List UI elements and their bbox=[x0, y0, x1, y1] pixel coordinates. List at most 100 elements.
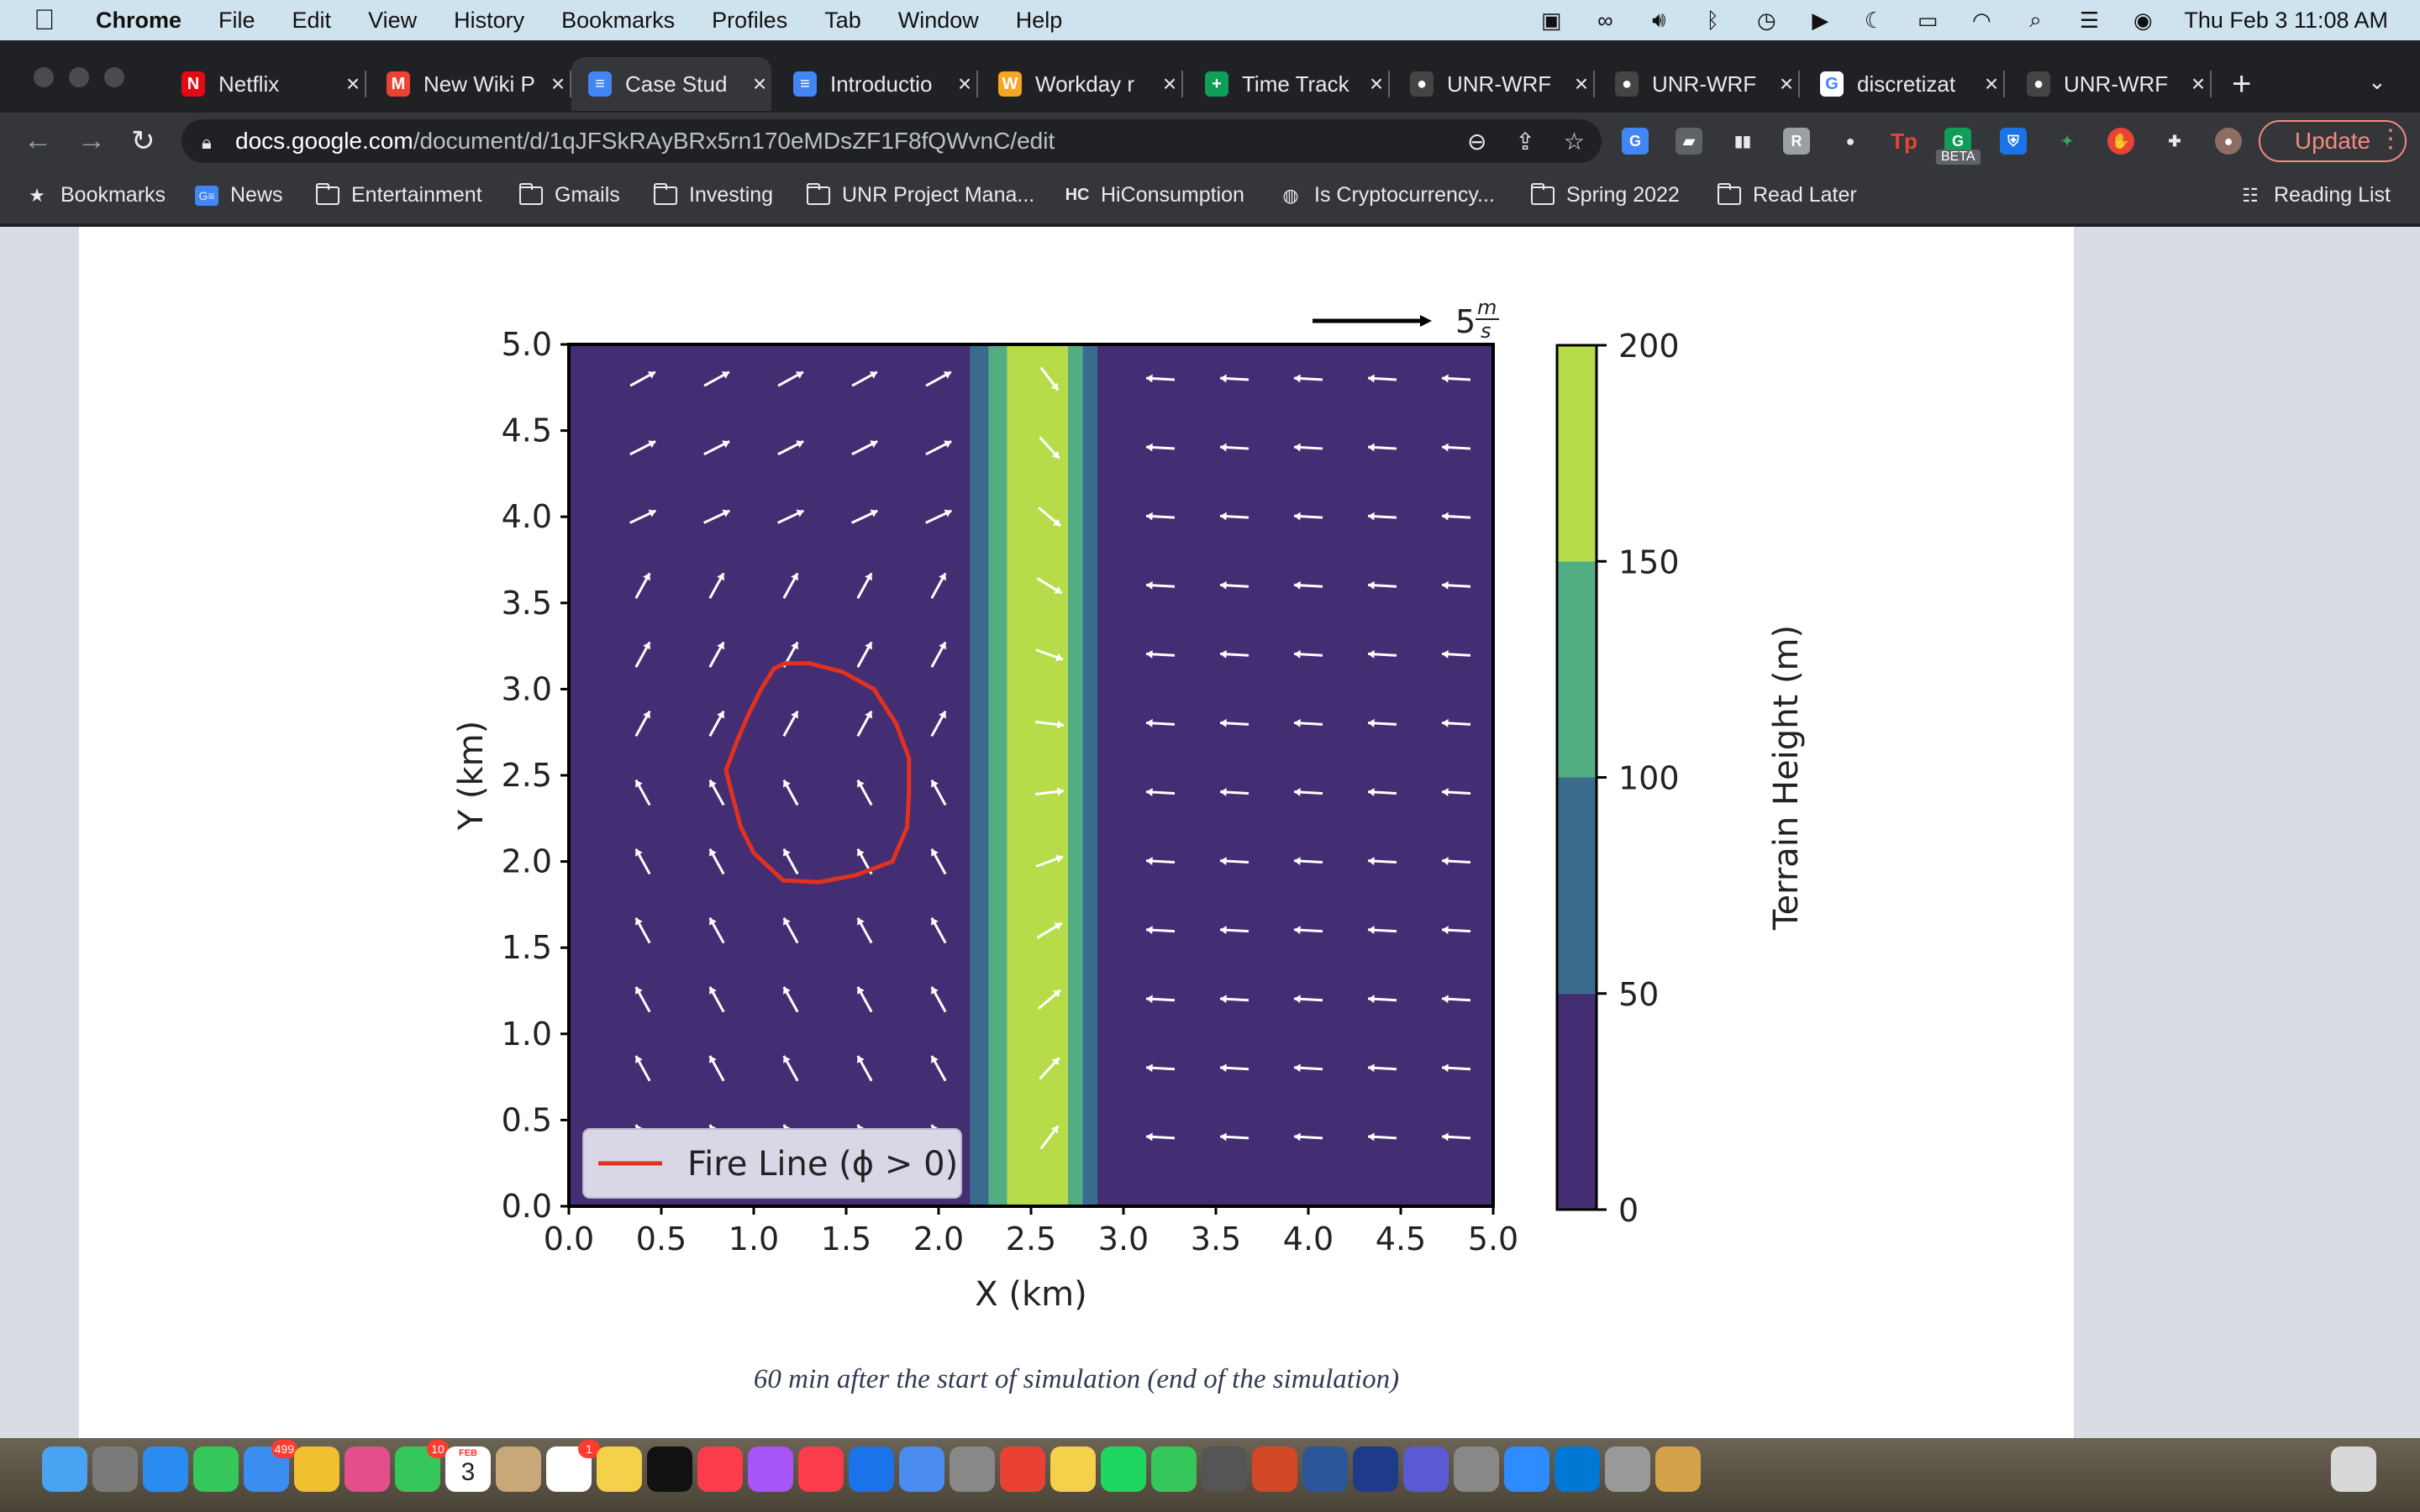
bookmark-item[interactable]: Entertainment bbox=[316, 182, 482, 207]
apple-tv-icon[interactable] bbox=[647, 1446, 692, 1492]
extension-icon[interactable]: ● bbox=[1837, 128, 1864, 155]
bookmark-item[interactable]: UNR Project Mana... bbox=[807, 182, 1034, 207]
numbers-icon[interactable] bbox=[899, 1446, 944, 1492]
lock-icon[interactable]: 🔒︎ bbox=[202, 132, 212, 153]
browser-tab[interactable]: ● UNR-WRF × bbox=[1598, 57, 1800, 111]
address-bar[interactable]: 🔒︎ docs.google.com/document/d/1qJFSkRAyB… bbox=[182, 119, 1602, 163]
spotify-icon[interactable] bbox=[1202, 1446, 1247, 1492]
pages-icon[interactable] bbox=[950, 1446, 995, 1492]
teams-icon[interactable] bbox=[1504, 1446, 1549, 1492]
browser-tab[interactable]: W Workday r × bbox=[981, 57, 1183, 111]
browser-tab[interactable]: N Netflix × bbox=[165, 57, 366, 111]
close-tab-icon[interactable]: × bbox=[2191, 71, 2206, 97]
menu-file[interactable]: File bbox=[218, 7, 255, 33]
wifi-icon[interactable]: ◠ bbox=[1972, 7, 1991, 33]
browser-tab[interactable]: ≡ Case Stud × bbox=[571, 57, 771, 111]
more-vertical-icon[interactable]: ⋮ bbox=[2378, 125, 2403, 153]
safari-tech-icon[interactable] bbox=[1252, 1446, 1297, 1492]
tab-search-chevron-icon[interactable]: ⌄ bbox=[2368, 69, 2386, 94]
menu-window[interactable]: Window bbox=[897, 7, 979, 33]
forward-arrow-icon[interactable]: → bbox=[77, 124, 106, 156]
launchpad-icon[interactable] bbox=[92, 1446, 138, 1492]
share-icon[interactable]: ⇪ bbox=[1515, 129, 1535, 155]
apple-icon[interactable]:  bbox=[34, 0, 62, 40]
chrome-icon[interactable] bbox=[1101, 1446, 1146, 1492]
bluetooth-icon[interactable]: ᛒ bbox=[1706, 7, 1720, 33]
volume-icon[interactable]: 🔊︎ bbox=[1652, 7, 1666, 32]
browser-tab[interactable]: + Time Track × bbox=[1188, 57, 1390, 111]
safari-icon[interactable] bbox=[143, 1446, 188, 1492]
extension-icon[interactable]: R bbox=[1783, 128, 1810, 155]
bookmark-item[interactable]: Read Later bbox=[1718, 182, 1857, 207]
close-tab-icon[interactable]: × bbox=[1779, 71, 1794, 97]
close-tab-icon[interactable]: × bbox=[1574, 71, 1589, 97]
podcasts-icon[interactable] bbox=[748, 1446, 793, 1492]
notes-icon[interactable] bbox=[597, 1446, 642, 1492]
moon-icon[interactable]: ☾ bbox=[1864, 7, 1884, 33]
bookmark-item[interactable]: Gmails bbox=[519, 182, 620, 207]
tp-extension-icon[interactable]: Tp bbox=[1891, 128, 1918, 155]
bitwarden-extension-icon[interactable]: ⛨ bbox=[2000, 128, 2027, 155]
browser-tab[interactable]: M New Wiki P × bbox=[370, 57, 571, 111]
bookmark-item[interactable]: G≡ News bbox=[195, 183, 283, 207]
puzzle-extensions-icon[interactable]: ✚ bbox=[2161, 128, 2188, 155]
contacts-icon[interactable] bbox=[496, 1446, 541, 1492]
close-tab-icon[interactable]: × bbox=[957, 71, 972, 97]
extension-icon[interactable]: ▮▮ bbox=[1729, 128, 1756, 155]
minimize-window-button[interactable] bbox=[69, 67, 89, 87]
play-icon[interactable]: ▶ bbox=[1812, 7, 1829, 33]
bookmark-item[interactable]: HC HiConsumption bbox=[1065, 183, 1244, 207]
calendar-icon[interactable]: FEB 3 bbox=[445, 1446, 491, 1492]
close-tab-icon[interactable]: × bbox=[345, 71, 360, 97]
control-center-icon[interactable]: ☰ bbox=[2079, 7, 2099, 33]
camera-icon[interactable]: ▣ bbox=[1541, 7, 1562, 33]
zoom-icon[interactable]: ⊖ bbox=[1466, 129, 1487, 155]
finder-icon[interactable] bbox=[42, 1446, 87, 1492]
document-canvas[interactable]: 0.0 0.5 1.0 1.5 2.0 2.5 3.0 3.5 4.0 4.5 5.0 0.0 0.5 1… bbox=[0, 227, 2420, 1512]
extension-icon[interactable]: ✦ bbox=[2054, 128, 2081, 155]
bookmark-item[interactable]: Spring 2022 bbox=[1531, 182, 1680, 207]
wave-icon[interactable]: ∞ bbox=[1597, 7, 1613, 33]
menu-clock[interactable]: Thu Feb 3 11:08 AM bbox=[2184, 7, 2388, 33]
back-arrow-icon[interactable]: ← bbox=[24, 124, 52, 156]
browser-tab[interactable]: ● UNR-WRF × bbox=[1393, 57, 1595, 111]
outlook-icon[interactable] bbox=[1655, 1446, 1701, 1492]
music-icon[interactable] bbox=[697, 1446, 743, 1492]
menu-view[interactable]: View bbox=[368, 7, 418, 33]
zoom-window-button[interactable] bbox=[104, 67, 124, 87]
reload-icon[interactable]: ↻ bbox=[131, 125, 155, 157]
maps-icon[interactable] bbox=[294, 1446, 339, 1492]
word-icon[interactable] bbox=[1403, 1446, 1449, 1492]
powerpoint-icon[interactable] bbox=[1353, 1446, 1398, 1492]
menu-help[interactable]: Help bbox=[1015, 7, 1063, 33]
system-preferences-icon[interactable] bbox=[1050, 1446, 1096, 1492]
bookmark-item[interactable]: Investing bbox=[654, 182, 773, 207]
google-translate-extension-icon[interactable]: G bbox=[1622, 128, 1649, 155]
profile-avatar[interactable]: ● bbox=[2215, 128, 2242, 155]
bookmark-item[interactable]: ★ Bookmarks bbox=[25, 183, 166, 207]
preview-icon[interactable] bbox=[1555, 1446, 1600, 1492]
url-text[interactable]: docs.google.com/document/d/1qJFSkRAyBRx5… bbox=[235, 128, 1055, 154]
trash-icon[interactable] bbox=[2331, 1446, 2376, 1492]
bookmark-item[interactable]: ◍ Is Cryptocurrency... bbox=[1279, 183, 1494, 207]
browser-tab[interactable]: ≡ Introductio × bbox=[776, 57, 978, 111]
mail-icon[interactable]: 499 bbox=[244, 1440, 297, 1492]
battery-icon[interactable]: ▭ bbox=[1918, 7, 1939, 33]
photos-icon[interactable] bbox=[345, 1446, 390, 1492]
stickies-icon[interactable] bbox=[1151, 1446, 1197, 1492]
wolfram-icon[interactable] bbox=[1454, 1446, 1499, 1492]
bookmark-star-icon[interactable]: ☆ bbox=[1563, 129, 1585, 155]
new-tab-button[interactable]: + bbox=[2232, 66, 2252, 102]
news-icon[interactable] bbox=[798, 1446, 844, 1492]
menu-profiles[interactable]: Profiles bbox=[712, 7, 788, 33]
close-window-button[interactable] bbox=[34, 67, 54, 87]
browser-tab[interactable]: ● UNR-WRF × bbox=[2010, 57, 2212, 111]
app-store-icon[interactable] bbox=[1000, 1446, 1045, 1492]
keynote-icon[interactable] bbox=[849, 1446, 894, 1492]
reminders-icon[interactable]: 1 bbox=[546, 1440, 600, 1492]
reading-list-button[interactable]: ☷ Reading List bbox=[2238, 183, 2391, 207]
time-machine-icon[interactable]: ◷ bbox=[1757, 7, 1776, 33]
zoom-icon[interactable] bbox=[1605, 1446, 1650, 1492]
close-tab-icon[interactable]: × bbox=[550, 71, 566, 97]
